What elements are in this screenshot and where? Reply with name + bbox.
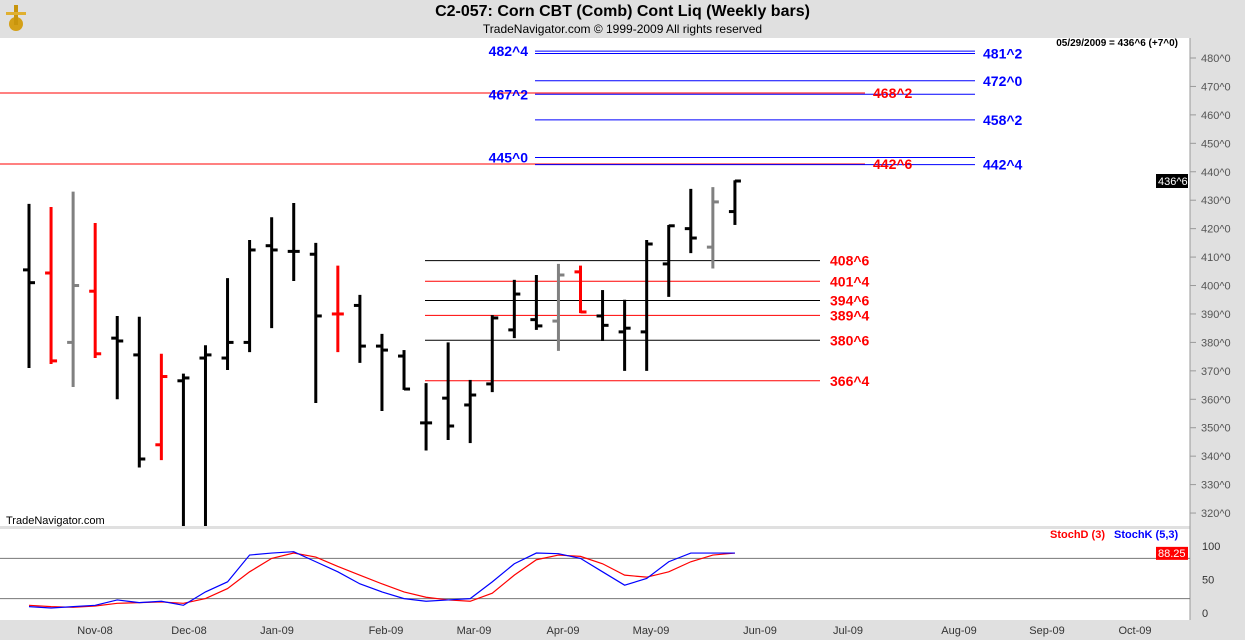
last-quote: 05/29/2009 = 436^6 (+7^0) <box>1056 38 1178 49</box>
last-price-label: 436^6 <box>1158 176 1188 188</box>
level-label: 408^6 <box>830 253 870 269</box>
ohlc-bar <box>574 265 587 314</box>
ohlc-bar <box>23 203 35 368</box>
ohlc-bar <box>89 222 102 359</box>
stoch-panel <box>0 529 1190 620</box>
y-tick-label: 470^0 <box>1201 81 1231 93</box>
ohlc-bar <box>662 224 675 297</box>
level-label: 481^2 <box>983 45 1023 61</box>
x-tick-label: Oct-09 <box>1118 625 1151 637</box>
price-plot <box>0 50 975 526</box>
level-label: 389^4 <box>830 307 870 323</box>
x-tick-label: Feb-09 <box>369 625 404 637</box>
ohlc-bar <box>243 240 256 353</box>
ohlc-bar <box>375 333 388 411</box>
x-tick-label: Jun-09 <box>743 625 777 637</box>
x-tick-label: Jul-09 <box>833 625 863 637</box>
ohlc-bar <box>618 299 631 371</box>
y-tick-label: 420^0 <box>1201 224 1231 236</box>
ohlc-bar <box>530 274 543 330</box>
ohlc-bar <box>552 263 565 351</box>
x-tick-label: Jan-09 <box>260 625 294 637</box>
y-tick-label: 340^0 <box>1201 451 1231 463</box>
ohlc-bar <box>353 294 366 363</box>
level-label: 366^4 <box>830 373 870 389</box>
ohlc-bar <box>221 278 234 370</box>
y-tick-label: 320^0 <box>1201 508 1231 520</box>
y-tick-label: 370^0 <box>1201 366 1231 378</box>
ohlc-bar <box>133 316 146 468</box>
ohlc-bar <box>398 350 411 391</box>
ohlc-bar <box>464 379 477 444</box>
x-tick-label: Aug-09 <box>941 625 976 637</box>
x-tick-label: Dec-08 <box>171 625 206 637</box>
level-label: 472^0 <box>983 73 1023 89</box>
price-panel <box>0 38 1190 526</box>
x-tick-label: Nov-08 <box>77 625 112 637</box>
ohlc-bar <box>596 290 609 341</box>
ohlc-bar <box>486 315 499 393</box>
level-label: 442^6 <box>873 156 913 172</box>
ohlc-bar <box>640 240 653 371</box>
stoch-tick-label: 0 <box>1202 608 1208 620</box>
level-label: 458^2 <box>983 112 1023 128</box>
x-tick-label: Sep-09 <box>1029 625 1064 637</box>
y-tick-label: 460^0 <box>1201 110 1231 122</box>
ohlc-bar <box>420 383 433 451</box>
legend-entry: StochD (3) <box>1050 529 1105 541</box>
y-tick-label: 410^0 <box>1201 252 1231 264</box>
x-tick-label: Apr-09 <box>546 625 579 637</box>
ohlc-bar <box>287 203 300 281</box>
level-label: 467^2 <box>489 86 529 102</box>
ohlc-bar <box>331 265 344 353</box>
y-tick-label: 390^0 <box>1201 309 1231 321</box>
stoch-value-box <box>1156 546 1188 560</box>
level-label: 468^2 <box>873 85 913 101</box>
copyright: TradeNavigator.com © 1999-2009 All right… <box>482 22 763 36</box>
y-tick-label: 380^0 <box>1201 337 1231 349</box>
ohlc-bar <box>111 315 124 400</box>
ohlc-bar <box>177 373 190 526</box>
ohlc-bar <box>199 345 212 526</box>
ohlc-bar <box>45 207 58 365</box>
level-label: 401^4 <box>830 273 870 289</box>
y-tick-label: 480^0 <box>1201 53 1231 65</box>
watermark: TradeNavigator.com <box>6 515 105 527</box>
level-label: 394^6 <box>830 292 870 308</box>
y-tick-label: 400^0 <box>1201 281 1231 293</box>
ohlc-bar <box>155 353 168 461</box>
y-tick-label: 360^0 <box>1201 394 1231 406</box>
ohlc-bar <box>309 242 322 403</box>
ohlc-bar <box>442 342 455 440</box>
stoch-line-k <box>28 551 735 609</box>
ohlc-bar <box>728 179 741 225</box>
y-tick-label: 350^0 <box>1201 423 1231 435</box>
last-price-box <box>1156 174 1188 189</box>
y-tick-label: 450^0 <box>1201 138 1231 150</box>
x-tick-label: Mar-09 <box>457 625 492 637</box>
ohlc-bar <box>508 279 521 339</box>
stoch-tick-label: 100 <box>1202 541 1220 553</box>
level-label: 380^6 <box>830 332 870 348</box>
ohlc-bar <box>265 217 278 329</box>
level-label: 442^4 <box>983 157 1023 173</box>
level-label: 482^4 <box>489 43 529 59</box>
ohlc-bar <box>706 187 719 269</box>
x-tick-label: May-09 <box>633 625 670 637</box>
stoch-value: 88.25 <box>1158 548 1186 560</box>
y-tick-label: 430^0 <box>1201 195 1231 207</box>
y-tick-label: 440^0 <box>1201 167 1231 179</box>
ohlc-bar <box>684 188 697 254</box>
y-tick-label: 330^0 <box>1201 480 1231 492</box>
stoch-tick-label: 50 <box>1202 575 1214 587</box>
app-logo-icon <box>2 2 30 32</box>
chart-title: C2-057: Corn CBT (Comb) Cont Liq (Weekly… <box>435 3 810 20</box>
legend-entry: StochK (5,3) <box>1114 529 1179 541</box>
ohlc-bar <box>67 191 80 388</box>
level-label: 445^0 <box>489 150 529 166</box>
